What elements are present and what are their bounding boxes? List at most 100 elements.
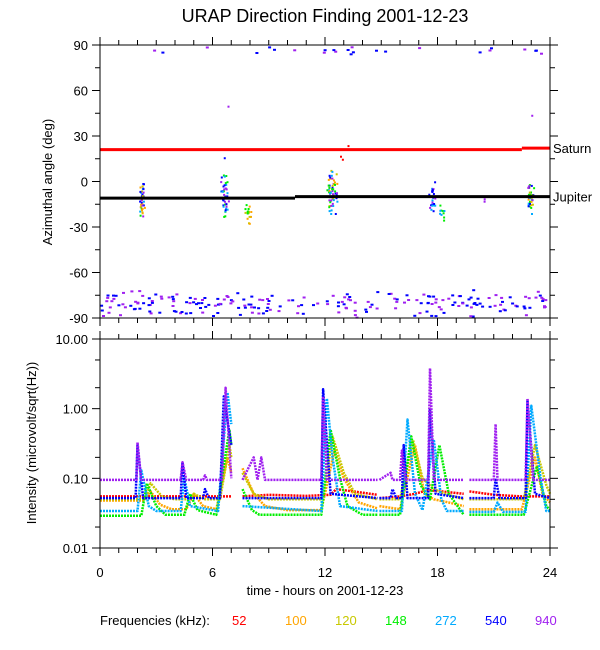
azimuth-point <box>248 205 251 208</box>
azimuth-point <box>267 300 271 302</box>
azimuth-point <box>266 306 270 309</box>
azimuth-point <box>515 305 519 308</box>
azimuth-point <box>431 189 434 192</box>
azimuth-point <box>160 297 164 300</box>
azimuth-point <box>375 307 379 310</box>
azimuth-point <box>154 293 158 296</box>
azimuth-point <box>351 51 355 54</box>
intensity-series-940 <box>100 386 233 482</box>
azimuth-point <box>220 176 223 179</box>
azimuth-point <box>434 204 437 207</box>
azimuth-point <box>204 305 208 308</box>
azimuth-point <box>226 195 229 198</box>
azimuth-point <box>494 294 498 297</box>
azimuth-point <box>123 306 127 309</box>
azimuth-point <box>261 312 265 315</box>
azimuth-point <box>527 205 530 208</box>
azimuth-point <box>245 204 248 207</box>
azimuth-point <box>106 296 110 299</box>
azimuth-point <box>432 295 436 298</box>
azimuth-point <box>106 294 110 297</box>
azimuth-point <box>141 212 144 215</box>
azimuth-point <box>442 212 445 215</box>
azimuth-point <box>529 200 532 203</box>
azimuth-point <box>188 296 192 299</box>
azimuth-point <box>221 190 224 193</box>
azimuth-point <box>229 299 233 302</box>
legend-entry-940: 940 <box>535 613 557 628</box>
azimuth-point <box>216 312 220 314</box>
azimuth-point <box>443 219 446 222</box>
azimuth-point <box>140 202 143 204</box>
azimuth-point <box>488 49 492 52</box>
azimuth-point <box>143 183 145 186</box>
azimuth-point <box>224 210 227 213</box>
azimuth-point <box>384 50 388 53</box>
azimuth-point <box>139 186 142 189</box>
intensity-series-540 <box>242 387 378 500</box>
azimuth-point <box>490 47 493 50</box>
azimuth-point <box>133 307 137 310</box>
azimuth-point <box>223 193 226 196</box>
azimuth-point <box>201 299 204 301</box>
azimuth-point <box>349 53 353 56</box>
azimuth-point <box>287 299 291 302</box>
azimuth-point <box>327 178 330 181</box>
x-tick-label: 18 <box>430 565 444 580</box>
azimuth-point <box>342 303 346 306</box>
azimuth-point <box>337 311 341 314</box>
azimuth-point <box>430 204 433 207</box>
azimuth-point <box>394 307 398 310</box>
azimuth-point <box>142 204 145 207</box>
azimuth-point <box>293 49 297 52</box>
azimuth-point <box>257 307 261 310</box>
azimuth-point <box>499 303 503 306</box>
azimuth-point <box>138 290 142 293</box>
azimuth-y-tick-label: 30 <box>74 129 88 144</box>
azimuth-point <box>248 222 251 225</box>
legend-entry-540: 540 <box>485 613 507 628</box>
azimuth-y-axis-label: Azimuthal angle (deg) <box>40 119 55 245</box>
azimuth-point <box>222 185 225 188</box>
azimuth-point <box>534 296 538 299</box>
azimuth-point <box>203 297 207 299</box>
azimuth-point <box>150 300 154 302</box>
azimuth-point <box>528 191 531 194</box>
intensity-series-52 <box>379 488 464 500</box>
azimuth-point <box>112 297 116 300</box>
azimuth-point <box>533 187 536 190</box>
azimuth-point <box>469 306 473 309</box>
azimuth-point <box>242 298 246 301</box>
azimuth-point <box>112 294 115 297</box>
x-tick-label: 6 <box>209 565 216 580</box>
azimuth-point <box>225 205 228 208</box>
azimuth-point <box>531 203 534 206</box>
azimuth-point <box>223 157 226 160</box>
azimuth-point <box>531 213 533 215</box>
azimuth-point <box>105 300 109 303</box>
azimuth-point <box>432 210 435 213</box>
azimuth-point <box>130 290 134 293</box>
azimuth-point <box>297 305 300 308</box>
azimuth-point <box>141 204 144 207</box>
intensity-series-148 <box>469 464 551 517</box>
azimuth-point <box>458 295 462 298</box>
azimuth-point <box>141 209 143 212</box>
azimuth-point <box>431 204 434 207</box>
azimuth-point <box>261 299 265 302</box>
azimuth-point <box>332 188 335 191</box>
azimuth-point <box>139 200 142 203</box>
azimuth-point <box>440 213 443 216</box>
intensity-y-tick-label: 0.10 <box>63 471 88 486</box>
azimuth-point <box>224 209 227 212</box>
azimuth-point <box>534 49 538 52</box>
azimuth-point <box>427 295 430 298</box>
azimuth-point <box>478 302 482 305</box>
azimuth-point <box>227 105 230 108</box>
azimuth-point <box>457 305 461 307</box>
azimuth-point <box>185 301 189 304</box>
azimuth-point <box>223 215 226 218</box>
azimuth-point <box>471 315 475 318</box>
azimuth-point <box>522 305 526 308</box>
azimuth-point <box>523 307 527 310</box>
